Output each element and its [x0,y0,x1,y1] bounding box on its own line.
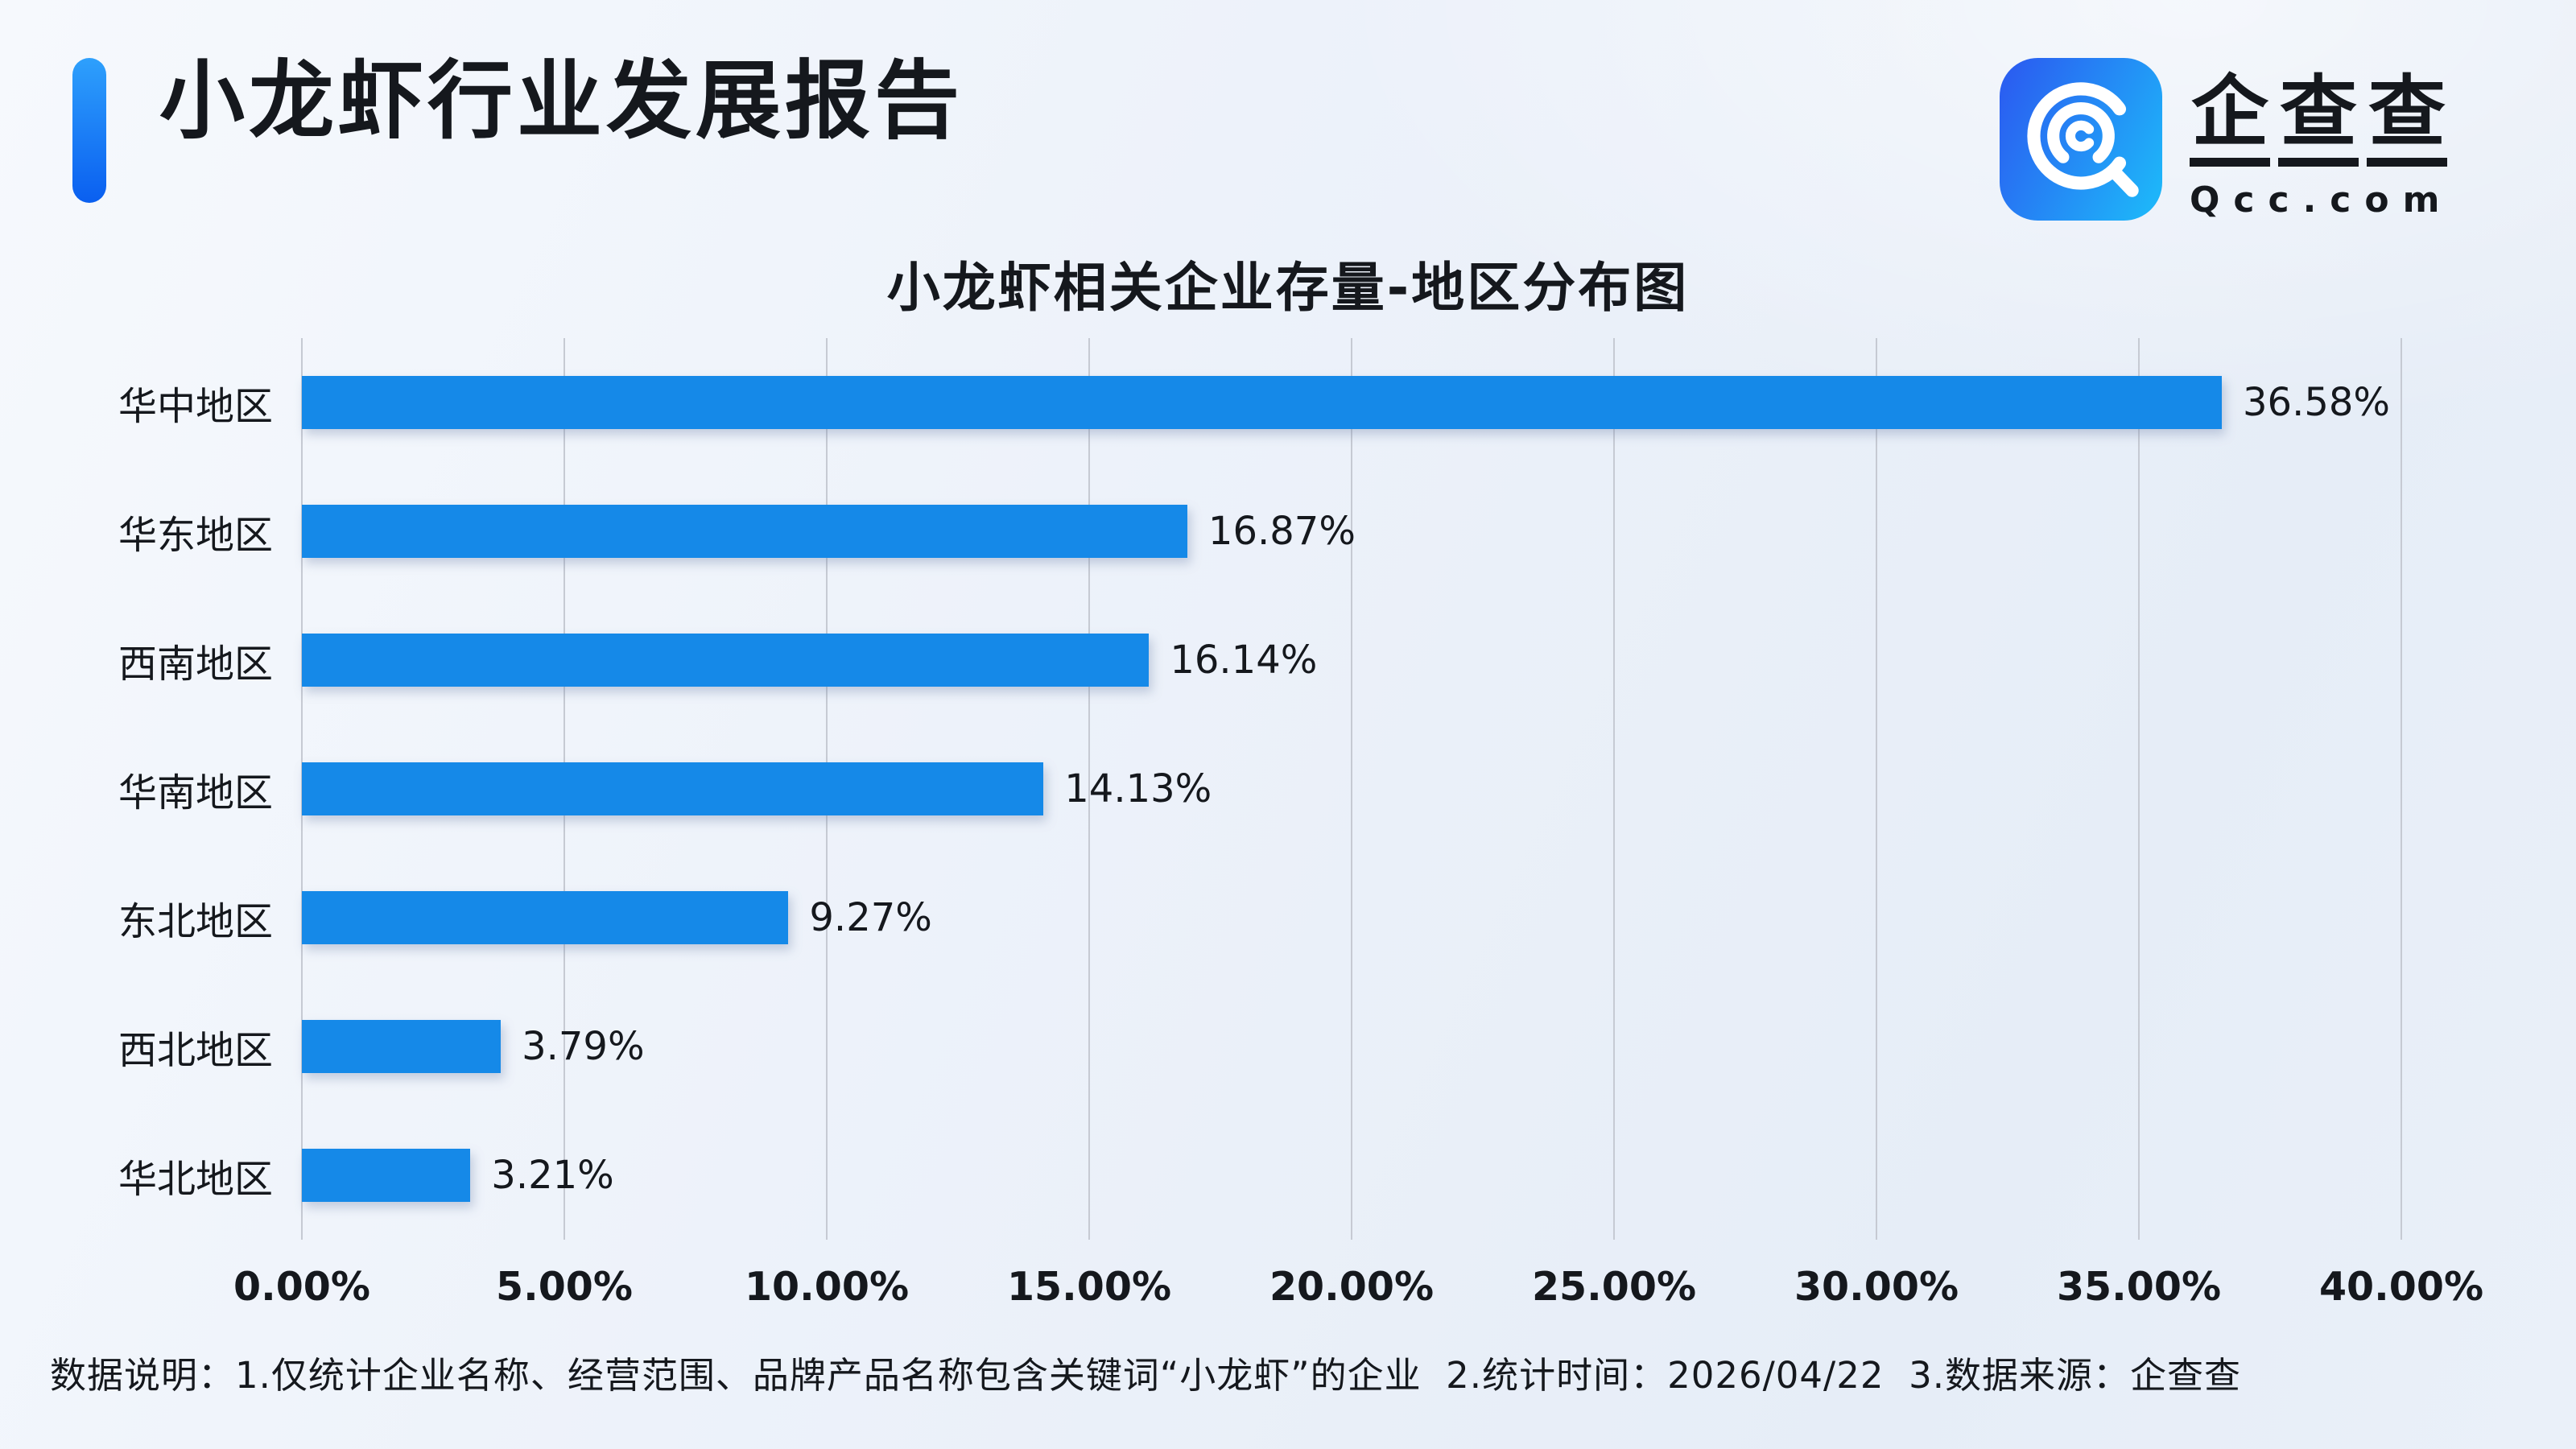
qcc-logo: 企查查 Qcc.com [2000,58,2455,221]
qcc-domain: Qcc.com [2190,179,2454,221]
report-title: 小龙虾行业发展报告 [159,52,964,151]
x-axis-tick: 40.00% [2318,1264,2484,1310]
gridline [1088,338,1090,1240]
brand-char: 企 [2190,68,2270,167]
x-axis-tick: 25.00% [1531,1264,1697,1310]
bar [302,1020,502,1073]
value-label: 9.27% [809,895,932,940]
gridline [2138,338,2140,1240]
bar [302,891,789,944]
category-label: 华东地区 [118,513,273,558]
brand-char: 查 [2278,68,2359,167]
value-label: 3.79% [522,1024,645,1069]
bar-row: 华中地区 36.58% [118,338,2401,467]
category-label: 西南地区 [118,642,273,687]
qcc-magnifier-icon [2000,58,2162,221]
bar [302,1149,471,1202]
title-accent-bar [72,58,106,203]
x-axis-tick: 30.00% [1794,1264,1959,1310]
qcc-logo-text: 企查查 Qcc.com [2190,58,2455,221]
x-axis-tick: 35.00% [2056,1264,2222,1310]
category-label: 华中地区 [118,384,273,429]
bar-row: 华东地区 16.87% [118,467,2401,596]
value-label: 36.58% [2243,380,2391,425]
value-label: 14.13% [1064,766,1212,811]
bar [302,762,1044,815]
bar [302,376,2223,429]
x-axis-tick: 15.00% [1006,1264,1172,1310]
bar-row: 东北地区 9.27% [118,853,2401,982]
qcc-brand-name: 企查查 [2190,68,2455,167]
value-label: 3.21% [491,1153,614,1198]
category-label: 华北地区 [118,1157,273,1202]
gridline [1613,338,1615,1240]
bar-row: 华南地区 14.13% [118,724,2401,853]
brand-char: 查 [2367,68,2447,167]
gridline [1351,338,1352,1240]
gridline [2401,338,2402,1240]
x-axis-tick: 5.00% [496,1264,633,1310]
bar [302,634,1150,687]
x-axis-tick: 0.00% [233,1264,370,1310]
x-axis-tick: 20.00% [1269,1264,1435,1310]
category-label: 西北地区 [118,1028,273,1073]
value-label: 16.87% [1208,509,1356,554]
bar-row: 西北地区 3.79% [118,982,2401,1111]
plot-area: 0.00% 5.00% 10.00% 15.00% 20.00% 25.00% 30.00%… [118,338,2483,1310]
bar [302,505,1187,558]
category-label: 华南地区 [118,770,273,815]
category-label: 东北地区 [118,899,273,944]
value-label: 16.14% [1170,638,1318,683]
gridline [1876,338,1877,1240]
bar-row: 西南地区 16.14% [118,596,2401,724]
x-axis-tick: 10.00% [744,1264,910,1310]
footnote: 数据说明：1.仅统计企业名称、经营范围、品牌产品名称包含关键词“小龙虾”的企业 … [50,1354,2242,1397]
bar-row: 华北地区 3.21% [118,1111,2401,1240]
chart-title: 小龙虾相关企业存量-地区分布图 [886,257,1690,319]
